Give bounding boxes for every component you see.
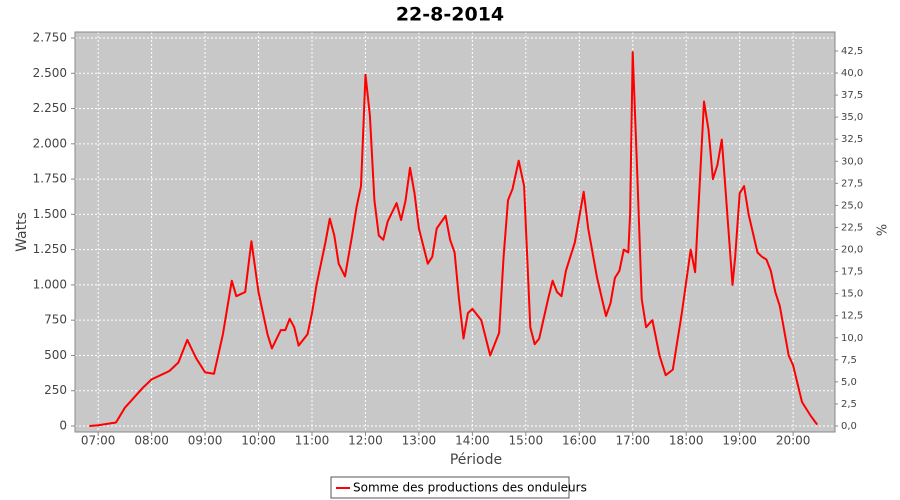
y2-tick-label: 15,0 [841, 289, 863, 300]
x-tick-label: 18:00 [669, 434, 704, 448]
y2-tick-label: 30,0 [841, 156, 863, 167]
y-axis-label: Watts [14, 212, 30, 252]
x-tick-label: 15:00 [509, 434, 544, 448]
series [89, 51, 819, 427]
y2-tick-label: 0,0 [841, 421, 857, 432]
y-tick-label: 2.500 [33, 66, 67, 80]
y2-tick-label: 42,5 [841, 46, 863, 57]
x-tick-label: 14:00 [455, 434, 490, 448]
y-tick-label: 500 [44, 348, 67, 362]
y2-tick-label: 40,0 [841, 68, 863, 79]
x-tick-label: 17:00 [615, 434, 650, 448]
y-tick-label: 1.750 [33, 172, 67, 186]
y2-tick-label: 22,5 [841, 222, 863, 233]
y-tick-label: 250 [44, 383, 67, 397]
legend [330, 476, 570, 499]
y-tick-label: 2.000 [33, 136, 67, 150]
y2-tick-label: 37,5 [841, 90, 863, 101]
y2-tick-label: 25,0 [841, 200, 863, 211]
x-tick-label: 12:00 [348, 434, 383, 448]
x-tick-label: 09:00 [188, 434, 223, 448]
y-tick-label: 1.000 [33, 277, 67, 291]
x-tick-label: 11:00 [295, 434, 330, 448]
y2-tick-label: 17,5 [841, 267, 863, 278]
y2-axis-label: % [873, 224, 888, 236]
y-tick-label: 0 [59, 419, 67, 433]
y-tick-label: 2.250 [33, 101, 67, 115]
y2-tick-label: 2,5 [841, 399, 857, 410]
x-axis-label: Période [450, 452, 502, 468]
x-tick-label: 10:00 [241, 434, 276, 448]
legend-label: Somme des productions des onduleurs [353, 481, 587, 495]
line [89, 51, 819, 427]
y2-tick-label: 32,5 [841, 134, 863, 145]
plot-area [75, 32, 835, 432]
y2-tick-label: 10,0 [841, 333, 863, 344]
y2-tick-label: 35,0 [841, 112, 863, 123]
x-tick-label: 16:00 [562, 434, 597, 448]
x-tick-label: 08:00 [134, 434, 169, 448]
y2-tick-label: 5,0 [841, 377, 857, 388]
y-tick-label: 2.750 [33, 30, 67, 44]
x-tick-label: 20:00 [776, 434, 811, 448]
y2-tick-label: 12,5 [841, 311, 863, 322]
chart-title: 22-8-2014 [396, 4, 504, 26]
y-tick-label: 750 [44, 313, 67, 327]
y-tick-label: 1.500 [33, 207, 67, 221]
x-tick-label: 07:00 [81, 434, 116, 448]
y2-tick-label: 27,5 [841, 178, 863, 189]
y-tick-label: 1.250 [33, 242, 67, 256]
plot-border [74, 31, 836, 433]
x-tick-label: 13:00 [402, 434, 437, 448]
y2-tick-label: 20,0 [841, 245, 863, 256]
x-tick-label: 19:00 [722, 434, 757, 448]
y2-tick-label: 7,5 [841, 355, 857, 366]
